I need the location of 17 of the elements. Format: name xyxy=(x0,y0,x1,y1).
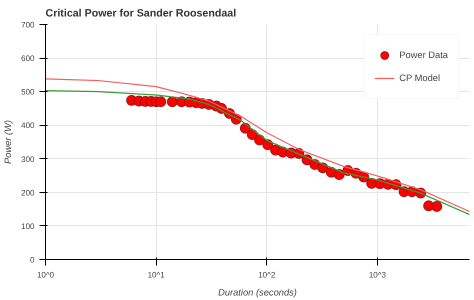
legend-label: Power Data xyxy=(399,50,448,60)
x-tick-label: 10^1 xyxy=(148,270,166,280)
y-tick-label: 400 xyxy=(21,121,36,130)
x-tick-label: 10^2 xyxy=(258,270,276,280)
y-tick-label: 100 xyxy=(21,222,36,231)
y-tick-label: 200 xyxy=(21,188,36,198)
y-tick-label: 600 xyxy=(21,54,36,64)
y-tick-label: 0 xyxy=(30,256,36,264)
legend-label: CP Model xyxy=(399,73,440,83)
x-axis-title: Duration (seconds) xyxy=(218,288,297,298)
y-tick-label: 300 xyxy=(21,154,36,164)
x-tick-label: 10^3 xyxy=(368,270,386,280)
y-tick-label: 500 xyxy=(21,88,36,97)
chart-title: Critical Power for Sander Roosendaal xyxy=(46,8,236,20)
y-axis-title: Power (W) xyxy=(3,120,14,164)
y-tick-label: 700 xyxy=(21,20,36,30)
x-tick-label: 10^0 xyxy=(36,270,55,280)
